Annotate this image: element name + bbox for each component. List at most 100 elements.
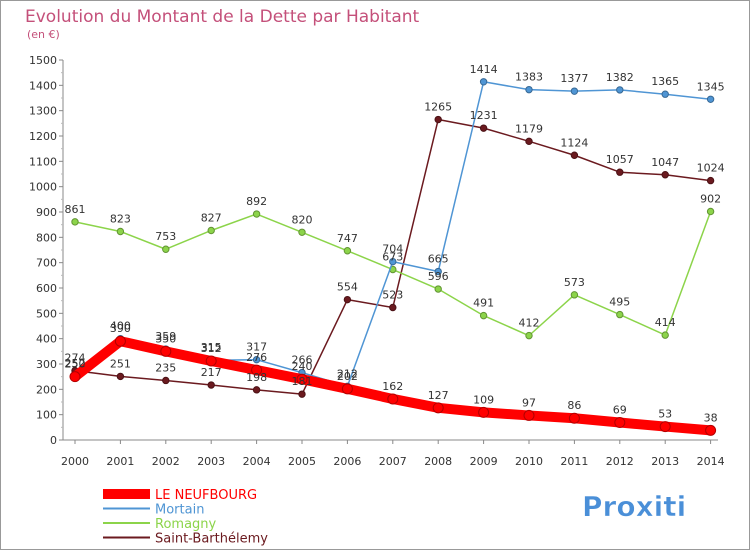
data-point-saint-barthelemy	[343, 295, 352, 304]
data-label-romagny: 573	[564, 276, 585, 289]
data-point-le-neufbourg	[205, 355, 217, 367]
x-tick-label: 2000	[61, 455, 89, 468]
data-label-le-neufbourg: 53	[658, 408, 672, 421]
data-label-mortain: 359	[155, 330, 176, 343]
x-tick-label: 2005	[288, 455, 316, 468]
data-label-romagny: 902	[700, 192, 721, 205]
data-point-mortain	[706, 95, 715, 103]
y-tick-label: 500	[36, 307, 57, 320]
data-label-romagny: 596	[428, 270, 449, 283]
data-label-saint-barthelemy: 1179	[515, 122, 543, 135]
legend-label: Mortain	[155, 503, 204, 518]
data-point-romagny	[207, 226, 215, 235]
data-label-saint-barthelemy: 1047	[651, 156, 679, 169]
data-point-saint-barthelemy	[570, 151, 579, 159]
data-point-saint-barthelemy	[252, 386, 261, 394]
data-label-romagny: 753	[155, 230, 176, 243]
data-label-saint-barthelemy: 1231	[470, 109, 498, 122]
data-label-le-neufbourg: 69	[613, 404, 627, 417]
data-point-romagny	[434, 285, 442, 293]
data-label-mortain: 1383	[515, 71, 543, 84]
legend-label: Romagny	[155, 517, 217, 532]
data-point-romagny	[479, 311, 488, 320]
proxiti-logo: Proxiti	[582, 490, 687, 524]
data-label-saint-barthelemy: 1024	[697, 162, 725, 175]
data-label-mortain: 704	[382, 243, 403, 256]
x-tick-label: 2011	[560, 455, 588, 468]
data-label-romagny: 414	[655, 316, 676, 329]
data-point-saint-barthelemy	[116, 372, 125, 381]
data-label-le-neufbourg: 276	[246, 351, 267, 364]
data-point-saint-barthelemy	[434, 115, 442, 124]
data-point-saint-barthelemy	[207, 381, 215, 389]
x-tick-label: 2013	[651, 455, 679, 468]
data-label-le-neufbourg: 250	[65, 358, 86, 371]
data-point-romagny	[616, 310, 624, 319]
data-point-romagny	[343, 247, 352, 255]
data-label-mortain: 1382	[606, 71, 634, 84]
series-layer	[69, 78, 717, 436]
data-point-mortain	[389, 257, 397, 266]
data-label-mortain: 212	[337, 367, 358, 380]
data-point-mortain	[661, 90, 669, 98]
x-tick-label: 2008	[424, 455, 452, 468]
legend-label: LE NEUFBOURG	[155, 488, 257, 503]
axes: 0 100 200 300 400 500 600 700 800 900 1000 1100 1200…	[29, 54, 725, 468]
x-tick-label: 2001	[106, 455, 134, 468]
data-label-le-neufbourg: 390	[110, 322, 131, 335]
data-label-le-neufbourg: 109	[473, 393, 494, 406]
data-point-mortain	[479, 78, 488, 86]
y-tick-label: 200	[36, 383, 57, 396]
data-label-mortain: 266	[292, 354, 313, 367]
data-label-mortain: 252	[65, 357, 86, 370]
data-point-mortain	[525, 85, 533, 94]
data-point-mortain	[252, 355, 261, 364]
data-point-saint-barthelemy	[616, 168, 624, 176]
x-tick-label: 2012	[606, 455, 634, 468]
y-tick-label: 1500	[29, 54, 57, 67]
x-tick-label: 2014	[697, 455, 725, 468]
data-label-saint-barthelemy: 1265	[424, 101, 452, 114]
data-point-romagny	[706, 207, 715, 216]
x-tick-label: 2007	[379, 455, 407, 468]
legend-label: Saint-Barthélemy	[155, 532, 268, 547]
y-tick-label: 300	[36, 358, 57, 371]
data-label-mortain: 315	[201, 341, 222, 354]
data-label-saint-barthelemy: 198	[246, 371, 267, 384]
data-label-mortain: 1414	[470, 63, 498, 76]
x-tick-label: 2003	[197, 455, 225, 468]
data-point-saint-barthelemy	[389, 303, 397, 312]
data-label-saint-barthelemy: 217	[201, 366, 222, 379]
data-point-romagny	[116, 227, 125, 236]
data-label-le-neufbourg: 86	[567, 399, 581, 412]
data-label-mortain: 1345	[697, 80, 725, 93]
data-label-le-neufbourg: 202	[337, 370, 358, 383]
data-label-romagny: 823	[110, 213, 131, 226]
y-tick-label: 1000	[29, 181, 57, 194]
data-label-romagny: 747	[337, 232, 358, 245]
data-point-saint-barthelemy	[479, 124, 488, 132]
data-point-romagny	[162, 245, 170, 253]
data-point-le-neufbourg	[432, 402, 444, 414]
y-tick-label: 400	[36, 333, 57, 346]
chart-subtitle: (en €)	[27, 28, 60, 41]
data-label-le-neufbourg: 312	[201, 342, 222, 355]
data-label-saint-barthelemy: 523	[382, 289, 403, 302]
data-point-romagny	[525, 331, 533, 340]
data-point-le-neufbourg	[296, 373, 308, 385]
data-point-le-neufbourg	[387, 393, 399, 405]
y-tick-label: 900	[36, 206, 57, 219]
data-point-le-neufbourg	[478, 406, 490, 418]
y-tick-label: 1400	[29, 79, 57, 92]
data-point-romagny	[570, 291, 579, 299]
data-point-le-neufbourg	[341, 383, 353, 395]
data-point-saint-barthelemy	[525, 137, 533, 146]
legend: LE NEUFBOURGMortainRomagnySaint-Barthéle…	[103, 488, 268, 547]
data-point-le-neufbourg	[160, 345, 172, 357]
data-label-saint-barthelemy: 235	[155, 361, 176, 374]
data-point-le-neufbourg	[659, 421, 671, 433]
data-label-saint-barthelemy: 251	[110, 357, 131, 370]
data-labels: 274 251 235 217 198 181 554 523 1265 1231 1179 1124…	[65, 63, 725, 425]
x-tick-label: 2002	[152, 455, 180, 468]
